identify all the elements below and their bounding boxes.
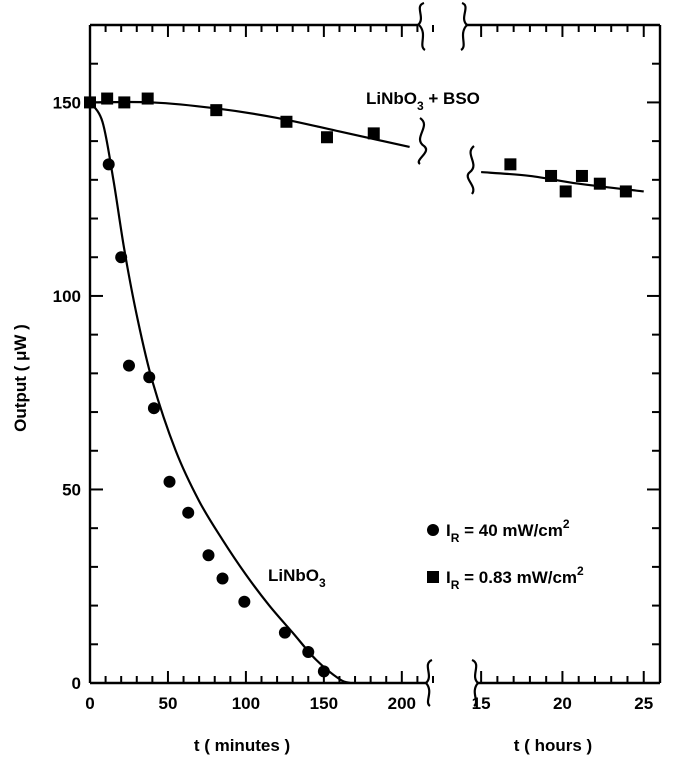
axis-break-top-left [417, 1, 426, 51]
x-tick-label: 200 [388, 694, 416, 713]
data-point-square [101, 92, 114, 105]
data-point-circle [238, 595, 251, 608]
x-axis-label-minutes: t ( minutes ) [194, 736, 290, 755]
data-point-square [320, 131, 333, 144]
x-tick-label: 0 [85, 694, 94, 713]
data-point-circle [278, 626, 291, 639]
data-point-square [367, 127, 380, 140]
x-tick-label: 15 [472, 694, 491, 713]
axis-ticks: 0 50 100 150 0 50 100 150 200 15 20 25 [53, 24, 661, 713]
axis-break-bottom-right [471, 658, 479, 707]
y-tick-label: 150 [53, 93, 81, 112]
data-point-square [504, 158, 517, 171]
data-point-square [141, 92, 154, 105]
data-point-circle [115, 251, 128, 264]
data-point-circle [143, 371, 156, 384]
data-point-circle [202, 549, 215, 562]
data-point-square [84, 96, 96, 109]
x-tick-label: 100 [232, 694, 260, 713]
data-point-circle [302, 646, 315, 659]
curve-break-left [417, 117, 428, 165]
data-point-square [118, 96, 131, 109]
data-point-square [545, 169, 558, 182]
x-axis-label-hours: t ( hours ) [514, 736, 592, 755]
legend: IR = 40 mW/cm2 IR = 0.83 mW/cm2 [427, 517, 584, 592]
plot-frame [88, 1, 662, 707]
axis-break-top-right [460, 1, 468, 51]
fit-curve-series-1 [89, 100, 410, 148]
data-point-circle [147, 402, 160, 415]
fit-curve-series-0 [89, 101, 351, 685]
data-point-circle [122, 359, 135, 372]
legend-marker-circle [427, 524, 439, 536]
x-tick-label: 50 [158, 694, 177, 713]
legend-entry-circle: IR = 40 mW/cm2 [446, 517, 570, 545]
y-axis-label: Output ( μW ) [11, 324, 30, 432]
data-point-circle [317, 665, 330, 678]
data-point-circle [182, 506, 195, 519]
data-point-square [593, 177, 606, 190]
x-tick-label: 25 [634, 694, 653, 713]
y-tick-label: 0 [72, 674, 81, 693]
data-point-circle [216, 572, 229, 585]
y-tick-label: 100 [53, 287, 81, 306]
data-point-circle [102, 158, 115, 171]
x-tick-label: 150 [310, 694, 338, 713]
axis-break-bottom-left [425, 658, 433, 707]
y-tick-label: 50 [62, 480, 81, 499]
legend-entry-square: IR = 0.83 mW/cm2 [446, 564, 584, 592]
data-point-square [619, 185, 632, 198]
x-tick-label: 20 [553, 694, 572, 713]
annotation-linbo3: LiNbO3 [268, 566, 326, 590]
data-point-square [575, 169, 588, 182]
annotation-linbo3-bso: LiNbO3 + BSO [366, 89, 480, 113]
legend-marker-square [427, 571, 439, 583]
data-point-square [210, 104, 223, 117]
data-point-square [280, 115, 293, 128]
data-point-circle [163, 475, 176, 488]
data-point-square [559, 185, 572, 198]
curve-break-right [466, 145, 475, 195]
data-points [84, 92, 632, 678]
